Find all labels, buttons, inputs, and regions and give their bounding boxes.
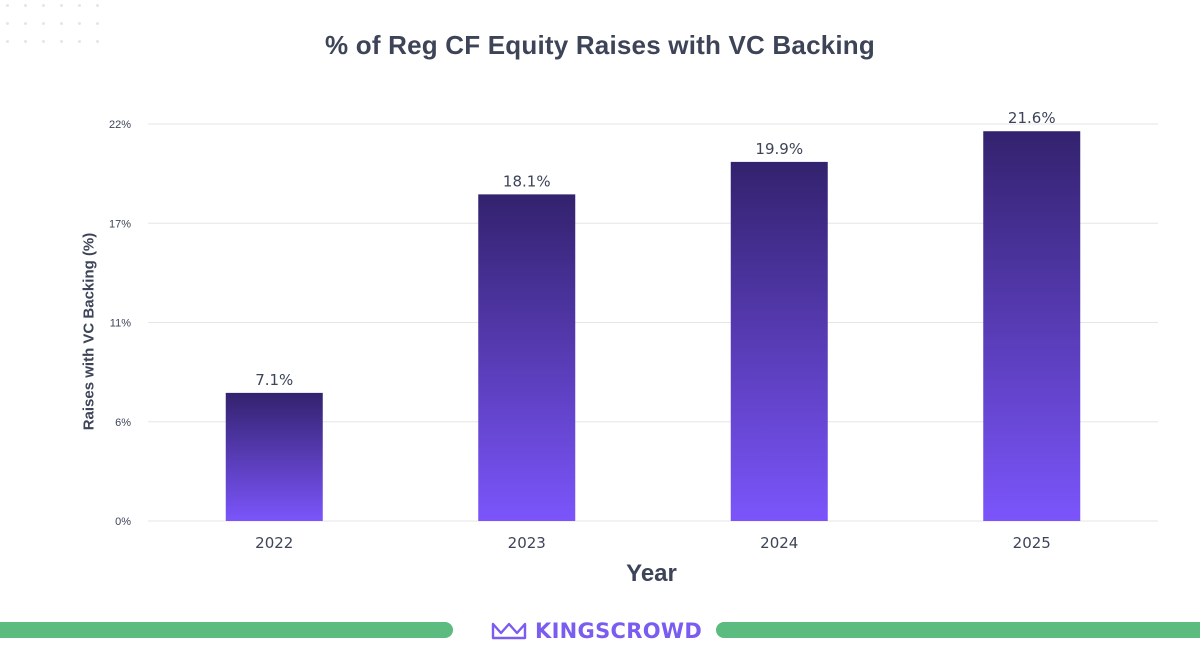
y-tick-label: 6% [115,417,131,429]
chart-title: % of Reg CF Equity Raises with VC Backin… [325,30,875,60]
x-tick-label: 2025 [1013,534,1051,552]
data-label: 7.1% [255,371,293,389]
x-tick-label: 2023 [508,534,546,552]
y-axis-ticks: 0% 6% 11% 17% 22% [109,119,131,528]
y-tick-label: 11% [110,318,131,330]
footer-accent-bar-right [716,622,1200,638]
data-label: 18.1% [503,172,551,190]
bar [225,392,323,521]
x-tick-label: 2024 [760,534,798,552]
bar [478,194,576,522]
bar [730,161,828,522]
data-label: 21.6% [1008,109,1056,127]
y-tick-label: 0% [115,516,131,528]
y-tick-label: 17% [109,218,131,230]
x-axis-label: Year [626,560,677,587]
value-labels: 7.1% 18.1% 19.9% 21.6% [255,109,1055,389]
brand-logo: KINGSCROWD [491,617,702,645]
x-tick-label: 2022 [255,534,293,552]
brand-name: KINGSCROWD [535,619,703,643]
bars [225,131,1081,522]
x-axis-ticks: 2022 2023 2024 2025 [255,534,1051,552]
footer-accent-bar-left [0,622,453,638]
crown-icon [491,622,527,640]
data-label: 19.9% [755,140,803,158]
y-tick-label: 22% [109,119,131,131]
y-axis-label: Raises with VC Backing (%) [80,232,98,431]
decorative-dots [6,4,106,54]
bar [983,131,1081,521]
